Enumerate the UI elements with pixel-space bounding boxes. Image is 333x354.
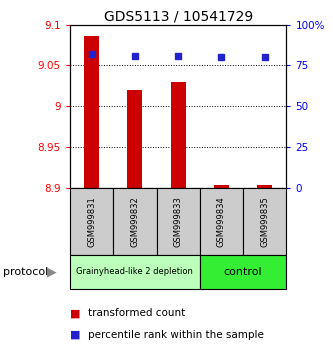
- Text: GSM999835: GSM999835: [260, 196, 269, 247]
- Bar: [170, 82, 186, 188]
- Text: ■: ■: [70, 308, 81, 318]
- Bar: [127, 90, 143, 188]
- Title: GDS5113 / 10541729: GDS5113 / 10541729: [104, 10, 253, 24]
- Text: GSM999831: GSM999831: [87, 196, 96, 247]
- Text: GSM999833: GSM999833: [173, 196, 183, 247]
- Text: ■: ■: [70, 330, 81, 339]
- Text: Grainyhead-like 2 depletion: Grainyhead-like 2 depletion: [77, 267, 193, 276]
- Bar: [243, 188, 286, 255]
- Bar: [200, 188, 243, 255]
- Text: GSM999834: GSM999834: [217, 196, 226, 247]
- Text: protocol: protocol: [3, 267, 49, 277]
- Bar: [200, 255, 286, 289]
- Bar: [70, 188, 113, 255]
- Bar: [257, 185, 272, 188]
- Text: ▶: ▶: [47, 265, 56, 278]
- Bar: [214, 185, 229, 188]
- Bar: [70, 255, 200, 289]
- Bar: [157, 188, 200, 255]
- Text: GSM999832: GSM999832: [130, 196, 140, 247]
- Text: transformed count: transformed count: [88, 308, 185, 318]
- Bar: [84, 36, 99, 188]
- Text: percentile rank within the sample: percentile rank within the sample: [88, 330, 264, 339]
- Text: control: control: [224, 267, 262, 277]
- Bar: [113, 188, 157, 255]
